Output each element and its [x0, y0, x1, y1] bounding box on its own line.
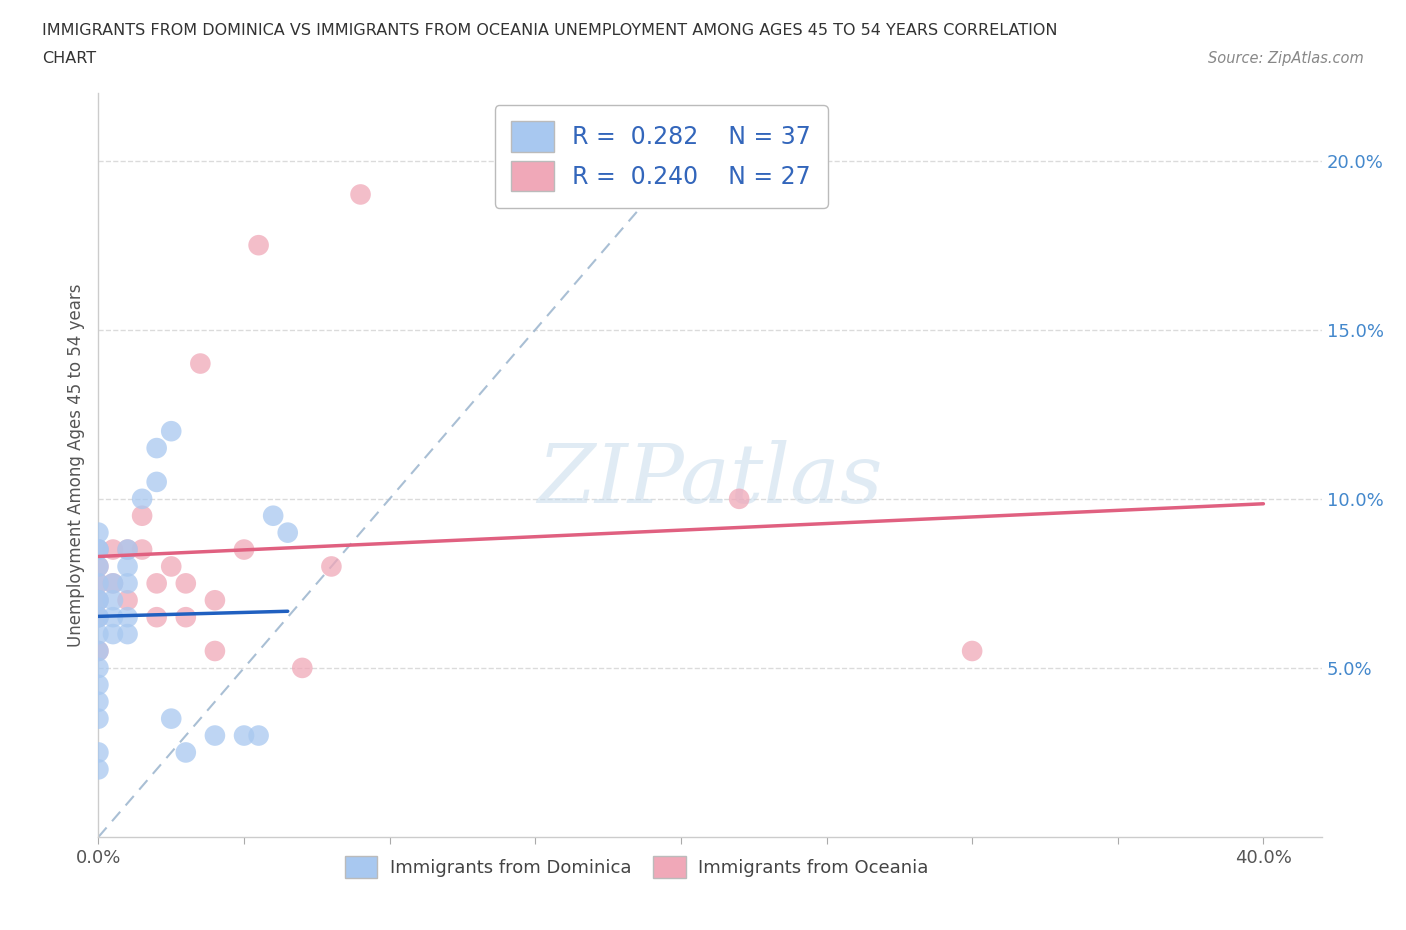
Point: [87, 525, 110, 540]
Point: [87, 677, 110, 692]
Point: [87, 711, 110, 726]
Point: [728, 491, 751, 506]
Point: [87, 559, 110, 574]
Point: [87, 610, 110, 625]
Point: [174, 745, 197, 760]
Point: [204, 644, 226, 658]
Point: [145, 610, 167, 625]
Point: [87, 644, 110, 658]
Point: [188, 356, 212, 371]
Point: [87, 592, 110, 607]
Point: [87, 627, 110, 642]
Point: [87, 542, 110, 557]
Point: [145, 441, 167, 456]
Legend: Immigrants from Dominica, Immigrants from Oceania: Immigrants from Dominica, Immigrants fro…: [336, 847, 938, 887]
Y-axis label: Unemployment Among Ages 45 to 54 years: Unemployment Among Ages 45 to 54 years: [66, 284, 84, 646]
Point: [101, 592, 124, 607]
Point: [87, 644, 110, 658]
Point: [174, 576, 197, 591]
Point: [101, 542, 124, 557]
Point: [247, 728, 270, 743]
Point: [131, 509, 153, 524]
Text: Source: ZipAtlas.com: Source: ZipAtlas.com: [1208, 51, 1364, 66]
Point: [87, 542, 110, 557]
Point: [233, 542, 256, 557]
Point: [145, 576, 167, 591]
Point: [87, 695, 110, 710]
Point: [117, 542, 139, 557]
Point: [117, 627, 139, 642]
Point: [117, 542, 139, 557]
Point: [131, 542, 153, 557]
Text: IMMIGRANTS FROM DOMINICA VS IMMIGRANTS FROM OCEANIA UNEMPLOYMENT AMONG AGES 45 T: IMMIGRANTS FROM DOMINICA VS IMMIGRANTS F…: [42, 23, 1057, 38]
Point: [160, 559, 183, 574]
Point: [277, 525, 299, 540]
Point: [101, 627, 124, 642]
Point: [87, 762, 110, 777]
Point: [101, 576, 124, 591]
Point: [87, 592, 110, 607]
Point: [87, 592, 110, 607]
Point: [204, 728, 226, 743]
Point: [87, 745, 110, 760]
Text: CHART: CHART: [42, 51, 96, 66]
Point: [117, 559, 139, 574]
Point: [262, 509, 284, 524]
Point: [247, 238, 270, 253]
Point: [160, 711, 183, 726]
Point: [87, 610, 110, 625]
Point: [349, 187, 371, 202]
Point: [117, 610, 139, 625]
Point: [117, 592, 139, 607]
Point: [117, 576, 139, 591]
Point: [291, 660, 314, 675]
Point: [87, 660, 110, 675]
Point: [160, 424, 183, 439]
Point: [87, 610, 110, 625]
Point: [87, 576, 110, 591]
Point: [87, 576, 110, 591]
Point: [87, 559, 110, 574]
Point: [87, 542, 110, 557]
Point: [131, 491, 153, 506]
Point: [174, 610, 197, 625]
Point: [204, 592, 226, 607]
Point: [321, 559, 343, 574]
Point: [101, 576, 124, 591]
Point: [960, 644, 983, 658]
Point: [145, 474, 167, 489]
Point: [101, 610, 124, 625]
Point: [233, 728, 256, 743]
Text: ZIPatlas: ZIPatlas: [537, 440, 883, 520]
